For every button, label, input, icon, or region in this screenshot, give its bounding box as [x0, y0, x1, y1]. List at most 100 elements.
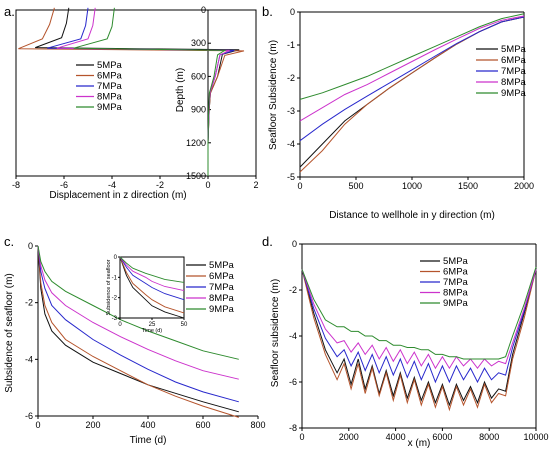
panel-a: a. 0 300 600 900 1200 1500 -8 -6 -4 -2 0 2 Displaceme… [4, 4, 259, 201]
series-line-a-7MPa [47, 7, 235, 176]
inset-y-axis-label: Subsidence of seafloor [106, 259, 112, 315]
x-tick-label: 2000 [339, 432, 359, 442]
series-line-b-6MPa [299, 16, 525, 173]
legend-label: 7MPa [443, 277, 469, 288]
inset-x-axis-label: Time (d) [142, 328, 162, 334]
panel-label-b: b. [262, 4, 273, 19]
x-axis-label-d: x (m) [408, 438, 431, 449]
y-tick-label: -1 [287, 40, 295, 50]
series-line-d-6MPa [301, 269, 537, 412]
inset-x-tick-label: 0 [118, 322, 122, 328]
x-axis-label-a: Displacement in z direction (m) [49, 190, 186, 201]
y-axis-label-d: Seafloor subsidence (m) [270, 279, 281, 387]
legend-label: 6MPa [443, 267, 469, 278]
x-tick-label: 6000 [432, 432, 452, 442]
inset-series-line-6MPa [119, 256, 185, 314]
legend-label: 6MPa [97, 71, 123, 82]
y-tick-label: -2 [289, 285, 297, 295]
legend-label: 8MPa [97, 92, 123, 103]
panel-label-a: a. [4, 4, 15, 19]
x-tick-label: 400 [140, 420, 155, 430]
y-axis-label-a: Depth (m) [175, 68, 186, 112]
x-tick-label: 10000 [523, 432, 548, 442]
series-line-d-5MPa [301, 269, 537, 407]
legend-label: 6MPa [209, 271, 235, 282]
inset-series-line-5MPa [119, 256, 185, 319]
x-tick-label: 8000 [479, 432, 499, 442]
series-line-c-7MPa [37, 245, 239, 403]
x-tick-label: -2 [156, 180, 164, 190]
legend-label: 8MPa [501, 77, 527, 88]
legend-label: 7MPa [97, 81, 123, 92]
x-tick-label: -4 [108, 180, 116, 190]
inset-c: 0 25 50 0 -1 -2 -3 Time (d) Subsidence of seaflo… [106, 255, 188, 334]
x-axis-label-b: Distance to wellhole in y direction (m) [329, 210, 495, 221]
y-tick-label: -6 [289, 377, 297, 387]
x-tick-label: 2 [253, 180, 258, 190]
inset-series-line-9MPa [119, 256, 185, 283]
x-tick-label: 1000 [402, 181, 422, 191]
series-line-b-9MPa [299, 13, 525, 100]
y-tick-label: -6 [25, 411, 33, 421]
inset-y-tick-label: -2 [112, 296, 118, 302]
y-tick-label: -2 [287, 73, 295, 83]
series-line-d-7MPa [301, 269, 537, 384]
x-axis-label-c: Time (d) [130, 435, 167, 446]
series-line-c-9MPa [37, 245, 239, 360]
y-tick-label: 1200 [186, 138, 206, 148]
legend-label: 5MPa [443, 256, 469, 267]
series-line-b-5MPa [299, 16, 525, 168]
inset-y-tick-label: -3 [112, 316, 118, 322]
series-line-d-9MPa [301, 266, 537, 360]
series-line-a-5MPa [35, 7, 240, 176]
inset-x-tick-label: 25 [149, 322, 156, 328]
y-tick-label: 300 [191, 38, 206, 48]
legend-label: 9MPa [97, 102, 123, 113]
x-tick-label: 200 [85, 420, 100, 430]
x-tick-label: 4000 [386, 432, 406, 442]
y-tick-label: -4 [287, 139, 295, 149]
y-tick-label: 600 [191, 71, 206, 81]
y-axis-label-b: Seafloor Subsidence (m) [268, 40, 279, 150]
legend-label: 7MPa [501, 66, 527, 77]
y-tick-label: 0 [292, 239, 297, 249]
legend-label: 7MPa [209, 282, 235, 293]
legend-label: 9MPa [501, 88, 527, 99]
y-tick-label: 0 [290, 7, 295, 17]
inset-series-line-7MPa [119, 256, 185, 301]
legend-label: 5MPa [209, 260, 235, 271]
legend-label: 5MPa [97, 60, 123, 71]
legend-label: 5MPa [501, 44, 527, 55]
x-tick-label: -6 [60, 180, 68, 190]
x-tick-label: 0 [205, 180, 210, 190]
inset-series-line-8MPa [119, 256, 185, 292]
y-tick-label: -4 [25, 354, 33, 364]
inset-y-tick-label: 0 [114, 255, 118, 261]
y-tick-label: -4 [289, 331, 297, 341]
y-tick-label: 1500 [186, 171, 206, 181]
x-tick-label: 0 [35, 420, 40, 430]
legend-label: 6MPa [501, 55, 527, 66]
y-tick-label: 900 [191, 105, 206, 115]
y-tick-label: -8 [289, 423, 297, 433]
legend-label: 9MPa [209, 304, 235, 315]
x-tick-label: -8 [12, 180, 20, 190]
panel-label-d: d. [262, 234, 273, 249]
plot-frame-a [15, 9, 257, 177]
series-line-c-6MPa [37, 245, 239, 418]
series-line-b-7MPa [299, 16, 525, 142]
x-tick-label: 0 [297, 181, 302, 191]
x-tick-label: 500 [348, 181, 363, 191]
panel-label-c: c. [4, 234, 14, 249]
y-tick-label: -3 [287, 106, 295, 116]
x-tick-label: 1500 [458, 181, 478, 191]
y-tick-label: -5 [287, 172, 295, 182]
